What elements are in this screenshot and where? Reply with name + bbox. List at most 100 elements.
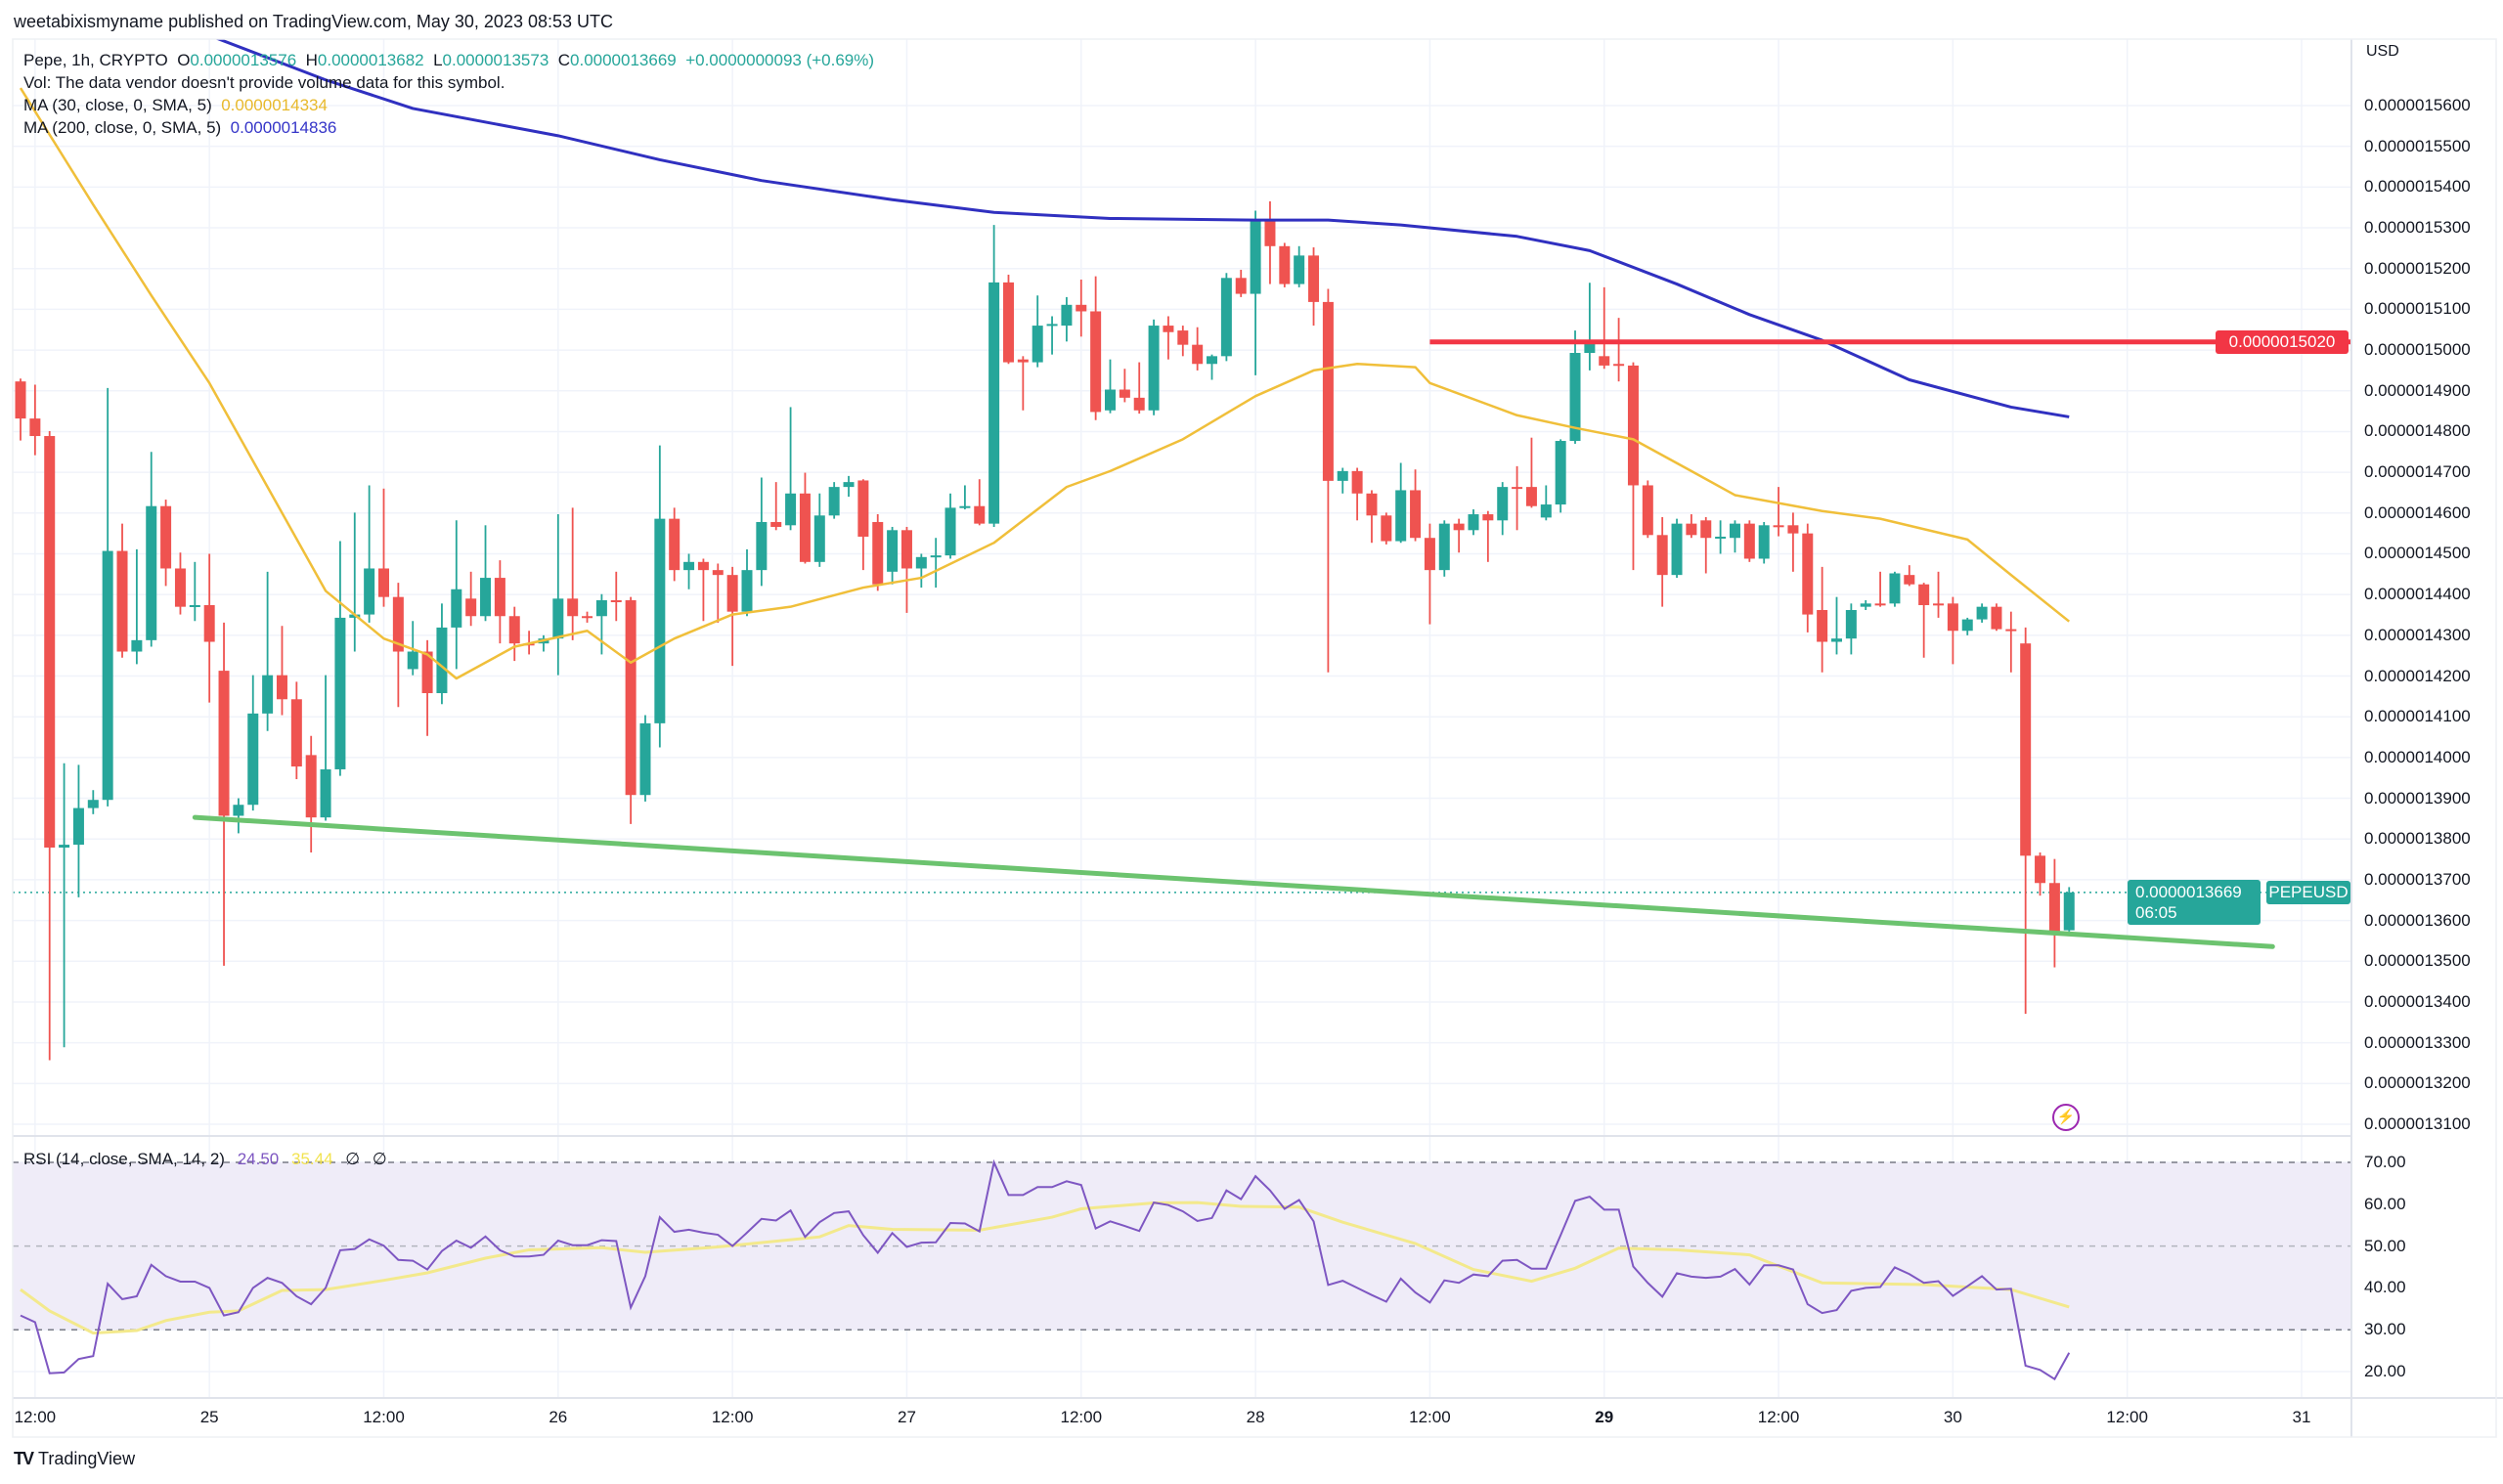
candle-body	[813, 515, 825, 562]
candle-body	[1497, 487, 1509, 521]
ma200-label: MA (200, close, 0, SMA, 5)	[23, 118, 222, 137]
close-value: 0.0000013669	[570, 51, 677, 69]
candle-body	[1046, 324, 1058, 327]
empty-value-icon: ∅	[372, 1150, 387, 1168]
candle	[1889, 571, 1901, 607]
candle	[1294, 245, 1305, 287]
candle	[1220, 273, 1232, 362]
price-tick-label: 0.0000015000	[2364, 340, 2471, 360]
lightning-icon[interactable]: ⚡	[2052, 1104, 2080, 1131]
empty-value-icon: ∅	[345, 1150, 361, 1168]
candle-body	[1322, 301, 1334, 481]
candle	[1758, 521, 1770, 564]
candle	[959, 485, 971, 510]
rsi-signal-value: 35.44	[290, 1150, 333, 1168]
candle-body	[44, 436, 56, 848]
candle	[1845, 603, 1857, 655]
time-tick-label: 30	[1943, 1408, 1962, 1426]
candle-body	[1743, 523, 1755, 559]
tradingview-logo[interactable]: TV TradingView	[14, 1449, 135, 1469]
candle-body	[15, 381, 26, 419]
candle	[1512, 465, 1523, 531]
candle-body	[944, 507, 956, 556]
candle	[15, 378, 26, 441]
candle-body	[654, 518, 666, 723]
candle	[160, 500, 172, 587]
rsi-signal-line	[20, 1200, 2070, 1335]
candle	[203, 553, 215, 703]
price-tick-label: 0.0000015400	[2364, 177, 2471, 196]
candle	[1933, 571, 1945, 618]
currency-label[interactable]: USD	[2366, 43, 2399, 60]
candle-body	[218, 671, 230, 816]
candle	[1163, 316, 1174, 360]
candle	[625, 596, 637, 824]
candle-body	[1599, 356, 1610, 366]
candle-body	[595, 599, 607, 617]
candle-body	[451, 589, 462, 628]
candle	[189, 561, 200, 622]
candle	[305, 735, 317, 852]
candle-body	[247, 713, 259, 806]
candle-body	[276, 675, 287, 700]
candle	[610, 571, 622, 622]
candle	[1453, 518, 1465, 553]
ma200-row[interactable]: MA (200, close, 0, SMA, 5) 0.0000014836	[23, 116, 874, 139]
candle	[1133, 362, 1145, 415]
price-tick-label: 0.0000014300	[2364, 625, 2471, 644]
candle	[320, 675, 331, 821]
candle-body	[160, 505, 172, 569]
candle	[1177, 326, 1189, 357]
candle-body	[1787, 525, 1799, 534]
candle	[697, 558, 709, 622]
candle	[785, 407, 797, 531]
rsi-legend[interactable]: RSI (14, close, SMA, 14, 2) 24.50 35.44 …	[23, 1150, 387, 1169]
tradingview-logo-mark: TV	[14, 1449, 34, 1468]
candle-body	[1294, 255, 1305, 284]
candle-body	[146, 505, 157, 640]
low-value: 0.0000013573	[442, 51, 549, 69]
candle	[538, 634, 549, 652]
candle	[683, 553, 695, 589]
candle-body	[1904, 575, 1915, 585]
price-tick-label: 0.0000014800	[2364, 421, 2471, 441]
candle	[595, 593, 607, 655]
tradingview-logo-text: TradingView	[38, 1449, 136, 1468]
candle	[1192, 327, 1204, 371]
candle-body	[1613, 364, 1625, 367]
price-tick-label: 0.0000013500	[2364, 951, 2471, 971]
rsi-tick-label: 60.00	[2364, 1194, 2406, 1213]
volume-row[interactable]: Vol: The data vendor doesn't provide vol…	[23, 73, 505, 92]
high-label: H	[305, 51, 318, 69]
candle-body	[189, 604, 200, 607]
candle-body	[1831, 638, 1842, 642]
rsi-tick-label: 30.00	[2364, 1320, 2406, 1339]
candle-body	[494, 578, 505, 617]
candle-body	[610, 599, 622, 602]
last-price: 0.0000013669	[2135, 883, 2242, 901]
candle	[1497, 482, 1509, 536]
candle-body	[770, 521, 782, 527]
candle	[1395, 462, 1407, 544]
candle-body	[1163, 326, 1174, 332]
candle	[2005, 611, 2017, 673]
candle-body	[1555, 441, 1566, 505]
candle	[218, 622, 230, 966]
candle	[480, 525, 492, 622]
published-header: weetabixismyname published on TradingVie…	[14, 12, 614, 31]
candle	[421, 639, 433, 736]
ma30-row[interactable]: MA (30, close, 0, SMA, 5) 0.0000014334	[23, 94, 874, 116]
candle-body	[1773, 525, 1784, 528]
candle	[1860, 599, 1871, 610]
candle	[1961, 617, 1973, 635]
symbol-info[interactable]: Pepe, 1h, CRYPTO	[23, 51, 168, 69]
candle	[1976, 603, 1988, 623]
candle	[146, 452, 157, 647]
candle-body	[1424, 538, 1435, 571]
rsi-tick-label: 50.00	[2364, 1236, 2406, 1255]
candle	[1831, 596, 1842, 655]
candle-body	[59, 845, 70, 848]
candle-body	[669, 518, 681, 571]
candle-body	[1933, 603, 1945, 606]
